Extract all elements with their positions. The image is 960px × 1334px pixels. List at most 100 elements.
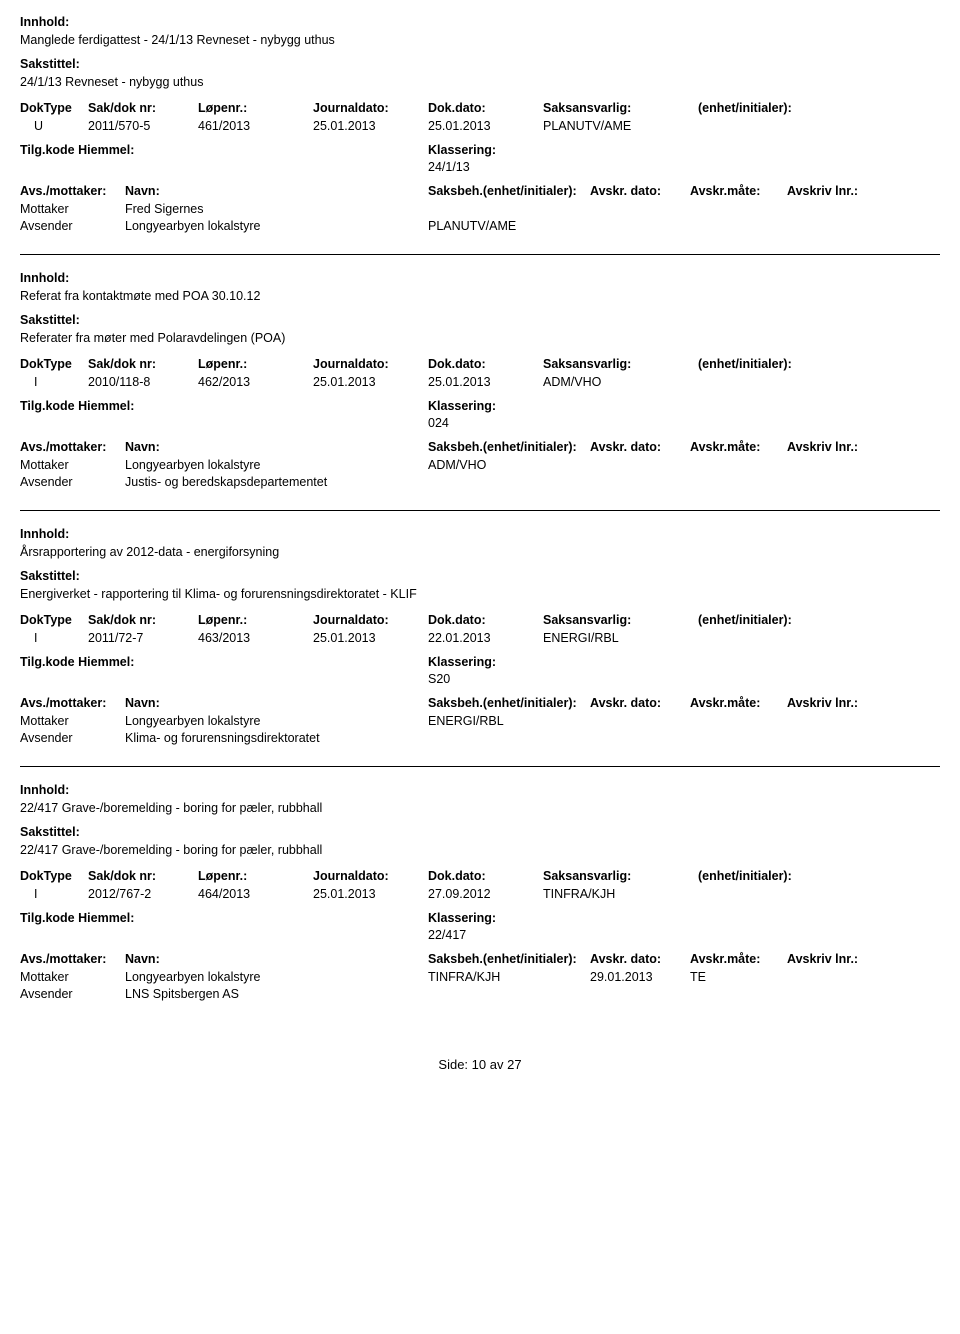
avskrdato-value: 29.01.2013 [590, 970, 690, 984]
tila-label: Tilg.kode Hiemmel: [20, 399, 428, 430]
hjemmel-text: Hiemmel: [78, 911, 134, 925]
avsmottaker-label: Avs./mottaker: [20, 440, 125, 454]
innhold-text: Manglede ferdigattest - 24/1/13 Revneset… [20, 33, 940, 47]
mottaker-name: Longyearbyen lokalstyre [125, 970, 428, 984]
col-enhet-label: (enhet/initialer): [698, 101, 918, 115]
avskrdato-label: Avskr. dato: [590, 440, 690, 454]
side-label: Side: [438, 1057, 468, 1072]
party-header: Avs./mottaker: Navn: Saksbeh.(enhet/init… [20, 184, 940, 198]
saksbeh-label: Saksbeh.(enhet/initialer): [428, 696, 590, 710]
avskrdato-label: Avskr. dato: [590, 184, 690, 198]
innhold-text: 22/417 Grave-/boremelding - boring for p… [20, 801, 940, 815]
journal-value: 25.01.2013 [313, 375, 428, 389]
klassering-label: Klassering: [428, 655, 496, 669]
saksbeh-value: ENERGI/RBL [428, 714, 590, 728]
avskrlnr-label: Avskriv lnr.: [787, 696, 917, 710]
col-enhet-label: (enhet/initialer): [698, 613, 918, 627]
klassering-label: Klassering: [428, 143, 496, 157]
dokdato-value: 25.01.2013 [428, 119, 543, 133]
avsender-row: Avsender Justis- og beredskapsdepartemen… [20, 475, 940, 489]
klassering-block: Klassering: 024 [428, 399, 496, 430]
innhold-label: Innhold: [20, 783, 940, 797]
navn-label: Navn: [125, 184, 428, 198]
klassering-block: Klassering: S20 [428, 655, 496, 686]
col-doktype-label: DokType [20, 613, 88, 627]
columns-header: DokType Sak/dok nr: Løpenr.: Journaldato… [20, 357, 940, 371]
mottaker-name: Fred Sigernes [125, 202, 428, 216]
page-number: 10 [472, 1057, 486, 1072]
lopenr-value: 463/2013 [198, 631, 313, 645]
mottaker-row: Mottaker Longyearbyen lokalstyre ENERGI/… [20, 714, 940, 728]
avskrlnr-label: Avskriv lnr.: [787, 952, 917, 966]
party-header: Avs./mottaker: Navn: Saksbeh.(enhet/init… [20, 952, 940, 966]
party-header: Avs./mottaker: Navn: Saksbeh.(enhet/init… [20, 696, 940, 710]
mottaker-label: Mottaker [20, 714, 125, 728]
mottaker-row: Mottaker Longyearbyen lokalstyre TINFRA/… [20, 970, 940, 984]
avsender-label: Avsender [20, 475, 125, 489]
tila-text: Tilg.kode [20, 399, 75, 413]
col-dokdato-label: Dok.dato: [428, 101, 543, 115]
columns-data: I 2010/118-8 462/2013 25.01.2013 25.01.2… [20, 375, 940, 389]
col-dokdato-label: Dok.dato: [428, 869, 543, 883]
klassering-label: Klassering: [428, 399, 496, 413]
tila-row: Tilg.kode Hiemmel: Klassering: 024 [20, 399, 940, 430]
col-lopenr-label: Løpenr.: [198, 357, 313, 371]
col-enhet-label: (enhet/initialer): [698, 357, 918, 371]
dokdato-value: 25.01.2013 [428, 375, 543, 389]
saksbeh-value: PLANUTV/AME [428, 219, 590, 233]
col-doktype-label: DokType [20, 357, 88, 371]
tila-label: Tilg.kode Hiemmel: [20, 143, 428, 174]
journal-record: Innhold: Årsrapportering av 2012-data - … [20, 527, 940, 767]
lopenr-value: 461/2013 [198, 119, 313, 133]
page-total: 27 [507, 1057, 521, 1072]
hjemmel-text: Hiemmel: [78, 399, 134, 413]
navn-label: Navn: [125, 696, 428, 710]
col-dokdato-label: Dok.dato: [428, 357, 543, 371]
lopenr-value: 462/2013 [198, 375, 313, 389]
sakstittel-text: 24/1/13 Revneset - nybygg uthus [20, 75, 940, 89]
avsender-row: Avsender LNS Spitsbergen AS [20, 987, 940, 1001]
sakdok-value: 2010/118-8 [88, 375, 198, 389]
col-dokdato-label: Dok.dato: [428, 613, 543, 627]
klassering-value: 24/1/13 [428, 160, 496, 174]
sakstittel-label: Sakstittel: [20, 825, 940, 839]
avskrlnr-label: Avskriv lnr.: [787, 184, 917, 198]
avsmottaker-label: Avs./mottaker: [20, 184, 125, 198]
col-doktype-label: DokType [20, 101, 88, 115]
tila-text: Tilg.kode [20, 143, 75, 157]
avskrdato-label: Avskr. dato: [590, 696, 690, 710]
col-sakdok-label: Sak/dok nr: [88, 613, 198, 627]
sakstittel-label: Sakstittel: [20, 313, 940, 327]
doktype-value: U [20, 119, 88, 133]
avskrmate-value: TE [690, 970, 787, 984]
mottaker-label: Mottaker [20, 202, 125, 216]
sakdok-value: 2011/72-7 [88, 631, 198, 645]
tila-row: Tilg.kode Hiemmel: Klassering: 24/1/13 [20, 143, 940, 174]
col-saksansv-label: Saksansvarlig: [543, 613, 698, 627]
avsender-name: Klima- og forurensningsdirektoratet [125, 731, 428, 745]
col-sakdok-label: Sak/dok nr: [88, 101, 198, 115]
tila-text: Tilg.kode [20, 911, 75, 925]
journal-value: 25.01.2013 [313, 631, 428, 645]
col-saksansv-label: Saksansvarlig: [543, 869, 698, 883]
col-saksansv-label: Saksansvarlig: [543, 357, 698, 371]
saksbeh-label: Saksbeh.(enhet/initialer): [428, 184, 590, 198]
lopenr-value: 464/2013 [198, 887, 313, 901]
avskrmate-label: Avskr.måte: [690, 440, 787, 454]
col-lopenr-label: Løpenr.: [198, 101, 313, 115]
party-header: Avs./mottaker: Navn: Saksbeh.(enhet/init… [20, 440, 940, 454]
klassering-block: Klassering: 22/417 [428, 911, 496, 942]
innhold-label: Innhold: [20, 527, 940, 541]
klassering-value: S20 [428, 672, 496, 686]
columns-header: DokType Sak/dok nr: Løpenr.: Journaldato… [20, 869, 940, 883]
avsender-label: Avsender [20, 987, 125, 1001]
columns-header: DokType Sak/dok nr: Løpenr.: Journaldato… [20, 613, 940, 627]
col-journal-label: Journaldato: [313, 613, 428, 627]
columns-data: U 2011/570-5 461/2013 25.01.2013 25.01.2… [20, 119, 940, 133]
journal-record: Innhold: Referat fra kontaktmøte med POA… [20, 271, 940, 511]
columns-header: DokType Sak/dok nr: Løpenr.: Journaldato… [20, 101, 940, 115]
col-sakdok-label: Sak/dok nr: [88, 869, 198, 883]
navn-label: Navn: [125, 440, 428, 454]
innhold-label: Innhold: [20, 15, 940, 29]
klassering-label: Klassering: [428, 911, 496, 925]
